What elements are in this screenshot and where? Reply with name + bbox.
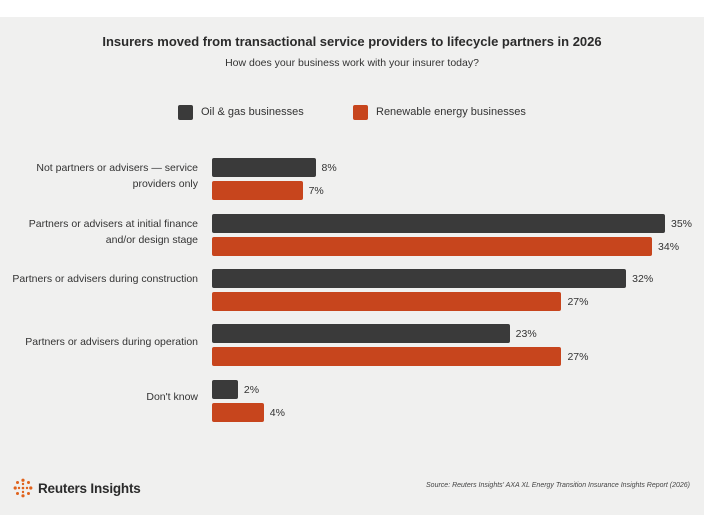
category-label: Don't know	[146, 391, 198, 403]
data-label: 35%	[671, 218, 693, 230]
reuters-insights-logo: Reuters Insights	[13, 478, 141, 498]
bar-oil-gas	[212, 158, 316, 177]
category-label: Partners or advisers during construction	[12, 273, 198, 285]
data-label: 27%	[567, 351, 589, 363]
bar-renewable	[212, 403, 264, 422]
bar-renewable	[212, 237, 653, 256]
bar-oil-gas	[212, 380, 238, 399]
bar-oil-gas	[212, 269, 627, 288]
data-label: 7%	[308, 185, 324, 197]
data-label: 23%	[515, 328, 537, 340]
data-label: 4%	[269, 407, 285, 419]
data-label: 32%	[632, 273, 654, 285]
legend-item-oil-gas: Oil & gas businesses	[178, 104, 304, 120]
data-label: 34%	[658, 241, 680, 253]
chart-panel	[0, 17, 704, 515]
category-label: Not partners or advisers — service provi…	[36, 162, 198, 190]
chart-subtitle: How does your business work with your in…	[225, 57, 479, 69]
logo-text: Reuters Insights	[38, 480, 141, 496]
bar-renewable	[212, 292, 562, 311]
reuters-logo-icon	[13, 478, 33, 498]
bar-renewable	[212, 347, 562, 366]
data-label: 8%	[321, 162, 337, 174]
bar-oil-gas	[212, 214, 665, 233]
category-label: Partners or advisers at initial finance …	[28, 218, 198, 246]
legend-label-renewable: Renewable energy businesses	[376, 106, 526, 118]
legend-swatch-renewable	[353, 104, 368, 120]
source-note: Source: Reuters Insights' AXA XL Energy …	[426, 482, 690, 489]
chart-title: Insurers moved from transactional servic…	[102, 34, 602, 49]
bar-oil-gas	[212, 324, 510, 343]
legend-label-oil-gas: Oil & gas businesses	[201, 106, 304, 118]
legend-item-renewable: Renewable energy businesses	[353, 104, 526, 120]
legend-swatch-oil-gas	[178, 104, 193, 120]
data-label: 2%	[243, 384, 260, 396]
data-label: 27%	[567, 296, 589, 308]
category-label: Partners or advisers during operation	[25, 336, 198, 348]
bar-renewable	[212, 181, 303, 200]
